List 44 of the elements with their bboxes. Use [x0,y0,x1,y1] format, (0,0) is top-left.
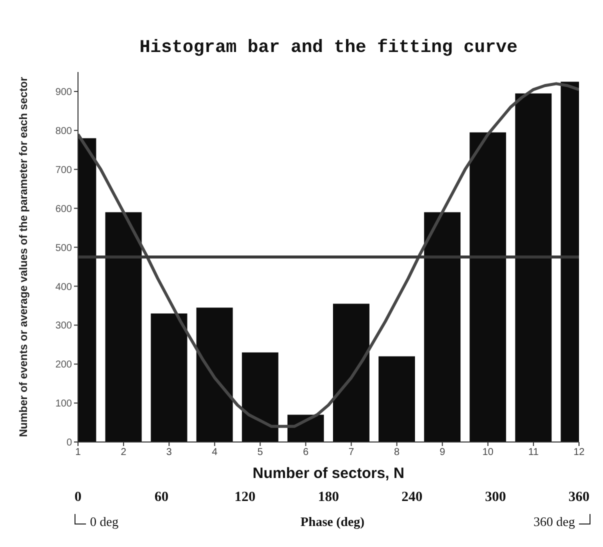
x-axis-title: Number of sectors, N [252,465,404,482]
x-tick-label: 1 [75,447,82,458]
y-tick-label: 0 [66,438,72,449]
x-tick-label: 5 [257,447,264,458]
x-tick-label: 9 [440,447,446,458]
text: 360 deg [533,514,575,529]
bar [378,356,415,442]
x-tick-label: 10 [482,447,494,458]
x2-axis-title: Phase (deg) [300,514,364,529]
x-tick-label: 7 [348,447,354,458]
y-tick-label: 800 [55,126,72,137]
y-tick-label: 900 [55,87,72,98]
x2-tick-label: 240 [402,490,422,506]
bar [333,304,370,442]
x2-tick-label: 300 [485,490,506,506]
bar [196,308,233,442]
y-tick-label: 500 [55,242,72,254]
x-tick-label: 6 [302,447,309,458]
y-tick-label: 700 [55,164,72,176]
y-tick-label: 300 [55,320,72,332]
y-tick-label: 100 [55,398,72,410]
text: 0 deg [90,514,119,529]
line-series [78,82,579,428]
bar [242,352,278,442]
x-tick-label: 8 [394,447,400,458]
x2-tick-label: 180 [318,490,339,506]
x2-tick-label: 60 [154,490,168,506]
chart-title: Histogram bar and the fitting curve [138,38,519,58]
x-tick-label: 11 [528,447,540,458]
x-tick-label: 2 [120,447,127,458]
y-tick-label: 400 [55,282,72,293]
y-tick-label: 200 [55,360,72,371]
x-tick-label: 4 [212,447,218,458]
x-tick-label: 12 [573,447,585,458]
bar [515,93,552,442]
bar [105,212,142,442]
bar [150,313,188,442]
x2-tick-label: 120 [234,490,256,506]
x2-tick-label: 360 [568,490,590,506]
bar [470,132,506,442]
y-tick-label: 600 [55,204,72,215]
y-axis-title: Number of events or average values of the parameter for each sector [18,76,30,438]
x-tick-label: 3 [166,447,172,458]
bar [424,212,461,442]
